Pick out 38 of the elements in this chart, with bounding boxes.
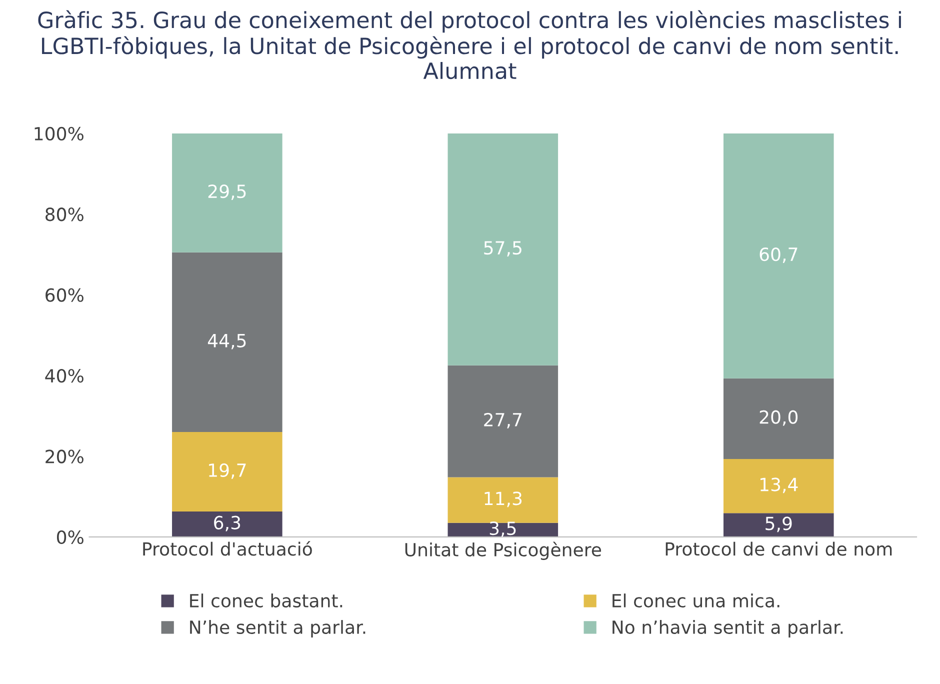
x-tick-label: Protocol de canvi de nom bbox=[666, 542, 892, 556]
bar bbox=[448, 477, 558, 523]
bar bbox=[723, 133, 834, 378]
legend-label: El conec bastant. bbox=[190, 594, 342, 608]
bar bbox=[723, 459, 834, 514]
y-tick-label: 0% bbox=[56, 530, 84, 544]
bar bbox=[172, 432, 282, 512]
bar bbox=[723, 378, 834, 460]
y-tick-label: 60% bbox=[46, 288, 84, 302]
data-label: 6,3 bbox=[214, 516, 240, 532]
bar bbox=[448, 133, 558, 366]
data-label: 3,5 bbox=[490, 521, 516, 537]
legend-label: El conec una mica. bbox=[612, 594, 780, 608]
data-label: 60,7 bbox=[760, 247, 798, 263]
data-label: 57,5 bbox=[484, 241, 522, 256]
data-label: 29,5 bbox=[208, 184, 246, 200]
bar bbox=[448, 365, 558, 478]
legend-label: No n’havia sentit a parlar. bbox=[612, 620, 843, 638]
x-tick-label: Protocol d'actuació bbox=[143, 541, 312, 556]
x-tick-label: Unitat de Psicogènere bbox=[405, 542, 602, 560]
y-tick-label: 80% bbox=[46, 208, 84, 222]
y-tick-label: 100% bbox=[34, 126, 84, 140]
bar bbox=[723, 513, 834, 537]
y-tick-label: 20% bbox=[46, 450, 84, 464]
data-label: 5,9 bbox=[766, 516, 792, 532]
bar bbox=[172, 133, 282, 252]
bar bbox=[172, 512, 282, 537]
chart-title: Gràfic 35. Grau de coneixement del protocol contra les violències masclistes i LGBTI-fòbiques, la Unitat de Psicogènere i el protocol de canvi de nom sentit. Alumnat bbox=[38, 10, 901, 80]
legend-label: N’he sentit a parlar. bbox=[190, 620, 366, 638]
data-label: 27,7 bbox=[484, 412, 522, 428]
data-label: 20,0 bbox=[760, 410, 798, 426]
data-label: 19,7 bbox=[209, 463, 246, 479]
data-label: 11,3 bbox=[484, 492, 522, 508]
bar bbox=[448, 522, 558, 537]
data-label: 44,5 bbox=[208, 334, 246, 350]
y-tick-label: 40% bbox=[45, 368, 84, 383]
data-label: 13,4 bbox=[760, 478, 798, 494]
bar bbox=[172, 252, 282, 432]
